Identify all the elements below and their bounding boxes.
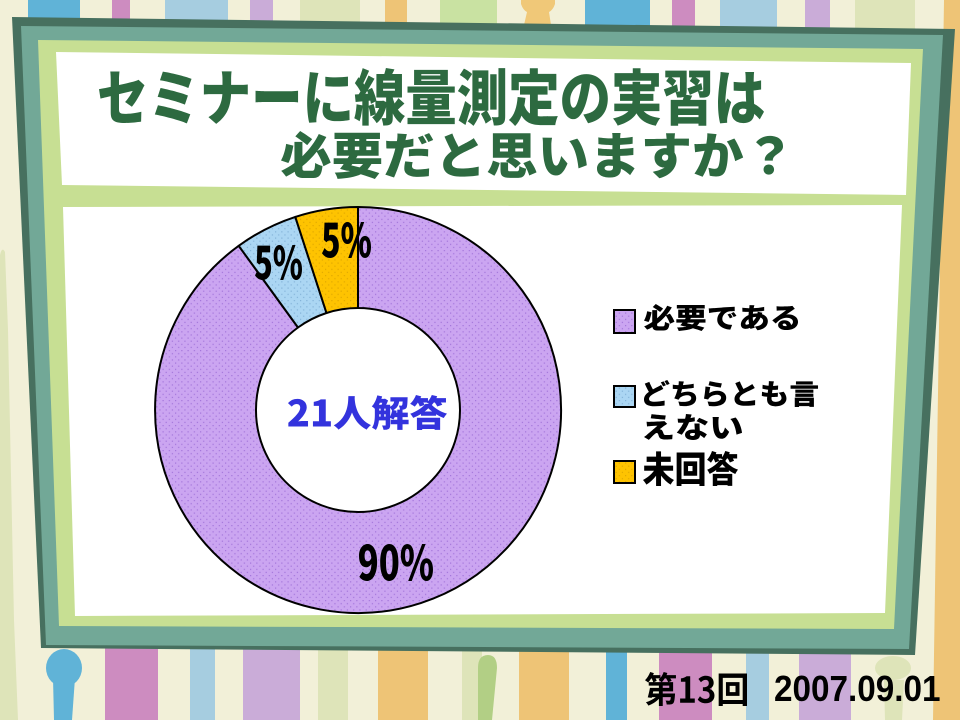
svg-text:2007.09.01: 2007.09.01 bbox=[774, 668, 941, 709]
